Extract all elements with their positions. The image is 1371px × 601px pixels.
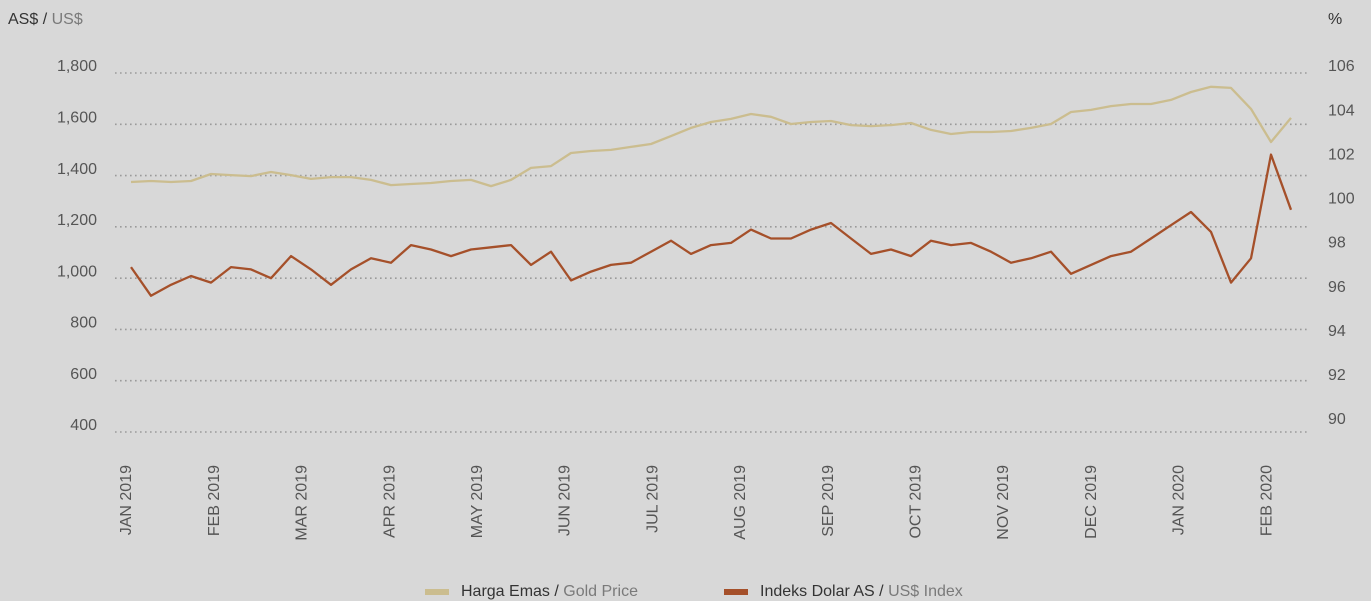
x-tick-label: SEP 2019 bbox=[820, 465, 837, 537]
y2-tick-label: 96 bbox=[1328, 279, 1346, 296]
y-tick-label: 1,400 bbox=[57, 161, 97, 178]
legend-label-id: Indeks Dolar AS / bbox=[760, 583, 884, 600]
y2-tick-label: 100 bbox=[1328, 191, 1355, 208]
y-tick-label: 800 bbox=[70, 315, 97, 332]
x-tick-label: MAR 2019 bbox=[294, 465, 311, 541]
y-tick-label: 1,000 bbox=[57, 263, 97, 280]
y2-tick-label: 90 bbox=[1328, 411, 1346, 428]
x-tick-label: MAY 2019 bbox=[469, 465, 486, 538]
legend-label: Indeks Dolar AS / US$ Index bbox=[760, 583, 963, 600]
x-tick-label: JUN 2019 bbox=[557, 465, 574, 536]
x-tick-label: OCT 2019 bbox=[908, 465, 925, 539]
y2-tick-label: 98 bbox=[1328, 235, 1346, 252]
x-tick-label: FEB 2019 bbox=[206, 465, 223, 536]
y-axis-label-id: AS$ / bbox=[8, 11, 48, 28]
x-tick-label: NOV 2019 bbox=[995, 465, 1012, 540]
x-tick-label: FEB 2020 bbox=[1258, 465, 1275, 536]
x-tick-label: DEC 2019 bbox=[1083, 465, 1100, 539]
x-tick-label: APR 2019 bbox=[381, 465, 398, 538]
x-tick-label: AUG 2019 bbox=[732, 465, 749, 540]
y-tick-label: 1,200 bbox=[57, 212, 97, 229]
y2-tick-label: 102 bbox=[1328, 146, 1355, 163]
y2-axis-label: % bbox=[1328, 11, 1342, 28]
legend-label-en: Gold Price bbox=[563, 583, 638, 600]
series-line bbox=[130, 153, 1293, 297]
y2-tick-label: 94 bbox=[1328, 323, 1346, 340]
x-tick-label: JAN 2020 bbox=[1171, 465, 1188, 535]
y2-tick-label: 106 bbox=[1328, 58, 1355, 75]
y-tick-label: 1,600 bbox=[57, 110, 97, 127]
y-tick-label: 1,800 bbox=[57, 58, 97, 75]
y-tick-label: 600 bbox=[70, 366, 97, 383]
x-tick-label: JUL 2019 bbox=[644, 465, 661, 533]
legend-label: Harga Emas / Gold Price bbox=[461, 583, 638, 600]
y2-tick-label: 92 bbox=[1328, 367, 1346, 384]
series-line bbox=[130, 85, 1292, 188]
legend-swatch bbox=[724, 589, 748, 595]
y-axis-label: AS$ / US$ bbox=[8, 11, 83, 28]
y-axis-label-en: US$ bbox=[52, 11, 83, 28]
y2-tick-label: 104 bbox=[1328, 102, 1355, 119]
legend-label-id: Harga Emas / bbox=[461, 583, 559, 600]
legend-label-en: US$ Index bbox=[888, 583, 963, 600]
legend-swatch bbox=[425, 589, 449, 595]
y-tick-label: 400 bbox=[70, 417, 97, 434]
x-tick-label: JAN 2019 bbox=[118, 465, 135, 535]
